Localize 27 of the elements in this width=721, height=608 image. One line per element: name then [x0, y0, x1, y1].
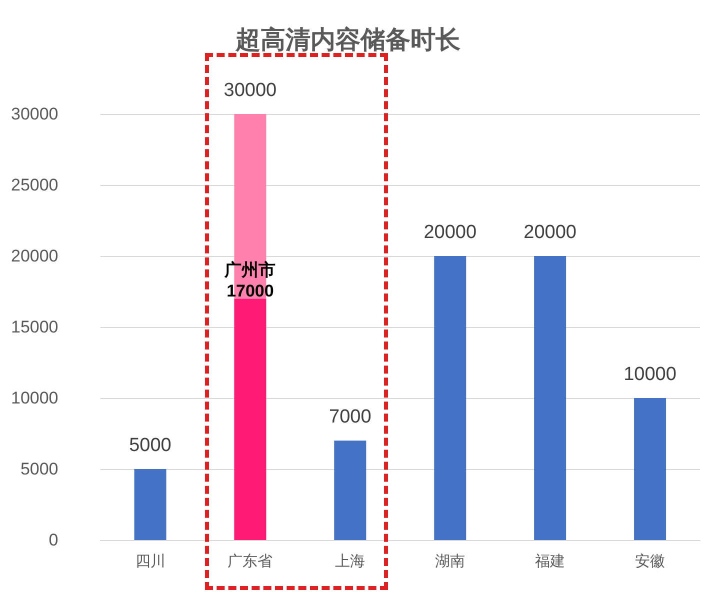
- bar: [234, 298, 266, 540]
- total-label: 7000: [329, 406, 372, 428]
- y-tick-label: 30000: [10, 104, 58, 124]
- x-tick-label: 上海: [335, 553, 366, 570]
- bar: [334, 440, 366, 540]
- total-label: 20000: [524, 222, 576, 243]
- y-tick-label: 10000: [10, 388, 58, 408]
- data-label: 广州市 17000: [224, 260, 276, 301]
- x-tick-label: 广东省: [228, 553, 273, 570]
- chart-title: 超高清内容储备时长: [234, 25, 460, 54]
- bar: [134, 469, 166, 540]
- y-tick-label: 20000: [10, 246, 58, 266]
- y-tick-label: 0: [48, 530, 58, 550]
- total-label: 30000: [224, 80, 277, 101]
- y-tick-label: 5000: [20, 460, 58, 478]
- y-tick-label: 25000: [10, 176, 58, 194]
- bar: [534, 256, 566, 540]
- x-tick-label: 福建: [535, 553, 566, 570]
- total-label: 10000: [624, 364, 676, 385]
- bar: [434, 256, 466, 540]
- total-label: 5000: [129, 435, 172, 456]
- y-tick-label: 15000: [10, 318, 58, 336]
- x-tick-label: 湖南: [435, 553, 466, 570]
- total-label: 20000: [424, 222, 477, 243]
- bar: [634, 398, 666, 540]
- x-tick-label: 四川: [135, 553, 166, 570]
- x-tick-label: 安徽: [635, 553, 666, 570]
